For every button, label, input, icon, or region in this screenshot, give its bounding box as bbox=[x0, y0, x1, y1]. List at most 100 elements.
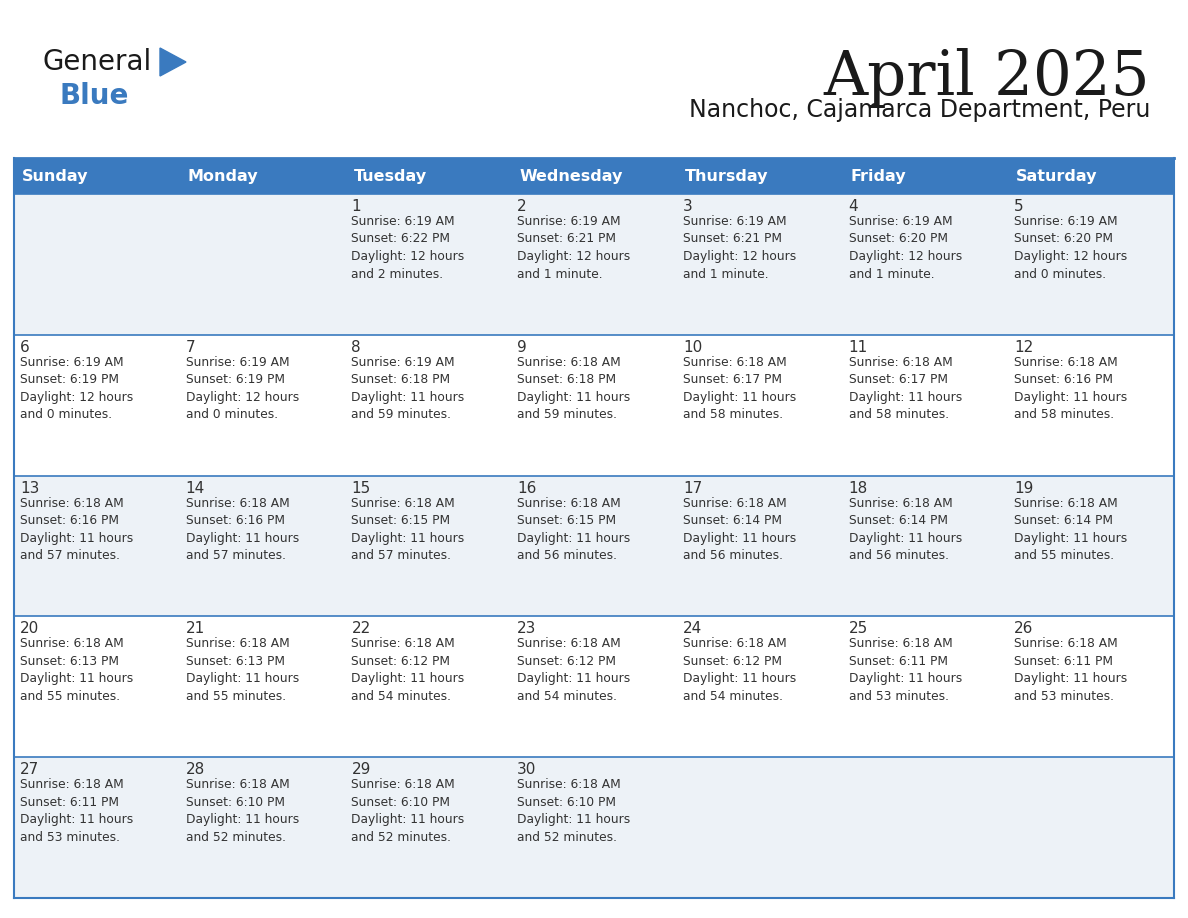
Text: Thursday: Thursday bbox=[684, 169, 769, 184]
Text: 13: 13 bbox=[20, 481, 39, 496]
Bar bbox=[1009, 616, 1174, 757]
Text: 10: 10 bbox=[683, 340, 702, 354]
Text: 17: 17 bbox=[683, 481, 702, 496]
Bar bbox=[511, 616, 677, 757]
Text: Sunrise: 6:18 AM
Sunset: 6:10 PM
Daylight: 11 hours
and 52 minutes.: Sunrise: 6:18 AM Sunset: 6:10 PM Dayligh… bbox=[517, 778, 631, 844]
Text: Sunrise: 6:18 AM
Sunset: 6:15 PM
Daylight: 11 hours
and 57 minutes.: Sunrise: 6:18 AM Sunset: 6:15 PM Dayligh… bbox=[352, 497, 465, 562]
Bar bbox=[14, 757, 179, 898]
Text: Sunrise: 6:18 AM
Sunset: 6:16 PM
Daylight: 11 hours
and 58 minutes.: Sunrise: 6:18 AM Sunset: 6:16 PM Dayligh… bbox=[1015, 356, 1127, 421]
Bar bbox=[677, 158, 842, 194]
Text: 24: 24 bbox=[683, 621, 702, 636]
Text: Sunrise: 6:18 AM
Sunset: 6:11 PM
Daylight: 11 hours
and 53 minutes.: Sunrise: 6:18 AM Sunset: 6:11 PM Dayligh… bbox=[1015, 637, 1127, 703]
Text: 25: 25 bbox=[848, 621, 867, 636]
Text: 1: 1 bbox=[352, 199, 361, 214]
Text: General: General bbox=[42, 48, 151, 76]
Bar bbox=[346, 194, 511, 335]
Text: Sunrise: 6:19 AM
Sunset: 6:21 PM
Daylight: 12 hours
and 1 minute.: Sunrise: 6:19 AM Sunset: 6:21 PM Dayligh… bbox=[683, 215, 796, 281]
Text: 26: 26 bbox=[1015, 621, 1034, 636]
Bar bbox=[14, 194, 179, 335]
Text: 4: 4 bbox=[848, 199, 858, 214]
Text: Sunrise: 6:18 AM
Sunset: 6:10 PM
Daylight: 11 hours
and 52 minutes.: Sunrise: 6:18 AM Sunset: 6:10 PM Dayligh… bbox=[352, 778, 465, 844]
Text: 3: 3 bbox=[683, 199, 693, 214]
Text: Sunrise: 6:18 AM
Sunset: 6:13 PM
Daylight: 11 hours
and 55 minutes.: Sunrise: 6:18 AM Sunset: 6:13 PM Dayligh… bbox=[185, 637, 299, 703]
Text: 23: 23 bbox=[517, 621, 537, 636]
Text: 12: 12 bbox=[1015, 340, 1034, 354]
Text: 22: 22 bbox=[352, 621, 371, 636]
Bar bbox=[14, 158, 179, 194]
Text: 27: 27 bbox=[20, 762, 39, 778]
Text: 7: 7 bbox=[185, 340, 195, 354]
Text: Sunrise: 6:18 AM
Sunset: 6:14 PM
Daylight: 11 hours
and 55 minutes.: Sunrise: 6:18 AM Sunset: 6:14 PM Dayligh… bbox=[1015, 497, 1127, 562]
Text: Sunrise: 6:19 AM
Sunset: 6:21 PM
Daylight: 12 hours
and 1 minute.: Sunrise: 6:19 AM Sunset: 6:21 PM Dayligh… bbox=[517, 215, 631, 281]
Text: 30: 30 bbox=[517, 762, 537, 778]
Text: Sunrise: 6:18 AM
Sunset: 6:13 PM
Daylight: 11 hours
and 55 minutes.: Sunrise: 6:18 AM Sunset: 6:13 PM Dayligh… bbox=[20, 637, 133, 703]
Bar bbox=[842, 335, 1009, 476]
Bar bbox=[179, 158, 346, 194]
Text: Sunrise: 6:19 AM
Sunset: 6:19 PM
Daylight: 12 hours
and 0 minutes.: Sunrise: 6:19 AM Sunset: 6:19 PM Dayligh… bbox=[185, 356, 299, 421]
Bar bbox=[346, 158, 511, 194]
Text: 14: 14 bbox=[185, 481, 206, 496]
Bar bbox=[677, 616, 842, 757]
Bar bbox=[842, 757, 1009, 898]
Text: 15: 15 bbox=[352, 481, 371, 496]
Text: 11: 11 bbox=[848, 340, 867, 354]
Bar bbox=[346, 476, 511, 616]
Bar bbox=[511, 158, 677, 194]
Text: Sunrise: 6:18 AM
Sunset: 6:17 PM
Daylight: 11 hours
and 58 minutes.: Sunrise: 6:18 AM Sunset: 6:17 PM Dayligh… bbox=[848, 356, 962, 421]
Text: Sunrise: 6:19 AM
Sunset: 6:22 PM
Daylight: 12 hours
and 2 minutes.: Sunrise: 6:19 AM Sunset: 6:22 PM Dayligh… bbox=[352, 215, 465, 281]
Bar bbox=[511, 194, 677, 335]
Text: 8: 8 bbox=[352, 340, 361, 354]
Text: 2: 2 bbox=[517, 199, 526, 214]
Text: Sunrise: 6:18 AM
Sunset: 6:14 PM
Daylight: 11 hours
and 56 minutes.: Sunrise: 6:18 AM Sunset: 6:14 PM Dayligh… bbox=[848, 497, 962, 562]
Bar bbox=[842, 476, 1009, 616]
Bar bbox=[511, 757, 677, 898]
Bar bbox=[179, 194, 346, 335]
Text: Sunday: Sunday bbox=[23, 169, 88, 184]
Bar bbox=[179, 757, 346, 898]
Text: Sunrise: 6:18 AM
Sunset: 6:12 PM
Daylight: 11 hours
and 54 minutes.: Sunrise: 6:18 AM Sunset: 6:12 PM Dayligh… bbox=[517, 637, 631, 703]
Bar bbox=[14, 476, 179, 616]
Text: Sunrise: 6:18 AM
Sunset: 6:16 PM
Daylight: 11 hours
and 57 minutes.: Sunrise: 6:18 AM Sunset: 6:16 PM Dayligh… bbox=[185, 497, 299, 562]
Text: 6: 6 bbox=[20, 340, 30, 354]
Bar bbox=[346, 616, 511, 757]
Text: Sunrise: 6:18 AM
Sunset: 6:12 PM
Daylight: 11 hours
and 54 minutes.: Sunrise: 6:18 AM Sunset: 6:12 PM Dayligh… bbox=[352, 637, 465, 703]
Bar bbox=[677, 757, 842, 898]
Text: Blue: Blue bbox=[61, 82, 129, 110]
Text: Sunrise: 6:18 AM
Sunset: 6:11 PM
Daylight: 11 hours
and 53 minutes.: Sunrise: 6:18 AM Sunset: 6:11 PM Dayligh… bbox=[20, 778, 133, 844]
Text: Sunrise: 6:19 AM
Sunset: 6:19 PM
Daylight: 12 hours
and 0 minutes.: Sunrise: 6:19 AM Sunset: 6:19 PM Dayligh… bbox=[20, 356, 133, 421]
Bar bbox=[1009, 476, 1174, 616]
Text: 29: 29 bbox=[352, 762, 371, 778]
Bar bbox=[677, 194, 842, 335]
Text: Sunrise: 6:18 AM
Sunset: 6:17 PM
Daylight: 11 hours
and 58 minutes.: Sunrise: 6:18 AM Sunset: 6:17 PM Dayligh… bbox=[683, 356, 796, 421]
Text: Saturday: Saturday bbox=[1016, 169, 1098, 184]
Text: 16: 16 bbox=[517, 481, 537, 496]
Bar bbox=[842, 616, 1009, 757]
Text: Sunrise: 6:18 AM
Sunset: 6:16 PM
Daylight: 11 hours
and 57 minutes.: Sunrise: 6:18 AM Sunset: 6:16 PM Dayligh… bbox=[20, 497, 133, 562]
Bar bbox=[1009, 757, 1174, 898]
Bar bbox=[346, 335, 511, 476]
Text: 19: 19 bbox=[1015, 481, 1034, 496]
Text: Monday: Monday bbox=[188, 169, 258, 184]
Bar bbox=[511, 335, 677, 476]
Bar bbox=[511, 476, 677, 616]
Text: April 2025: April 2025 bbox=[823, 48, 1150, 108]
Bar bbox=[179, 476, 346, 616]
Text: Sunrise: 6:19 AM
Sunset: 6:20 PM
Daylight: 12 hours
and 0 minutes.: Sunrise: 6:19 AM Sunset: 6:20 PM Dayligh… bbox=[1015, 215, 1127, 281]
Text: Sunrise: 6:18 AM
Sunset: 6:15 PM
Daylight: 11 hours
and 56 minutes.: Sunrise: 6:18 AM Sunset: 6:15 PM Dayligh… bbox=[517, 497, 631, 562]
Bar bbox=[677, 335, 842, 476]
Text: Friday: Friday bbox=[851, 169, 906, 184]
Polygon shape bbox=[160, 48, 187, 76]
Bar bbox=[14, 335, 179, 476]
Bar bbox=[1009, 158, 1174, 194]
Text: Wednesday: Wednesday bbox=[519, 169, 623, 184]
Bar bbox=[179, 616, 346, 757]
Text: Sunrise: 6:18 AM
Sunset: 6:11 PM
Daylight: 11 hours
and 53 minutes.: Sunrise: 6:18 AM Sunset: 6:11 PM Dayligh… bbox=[848, 637, 962, 703]
Text: Sunrise: 6:18 AM
Sunset: 6:12 PM
Daylight: 11 hours
and 54 minutes.: Sunrise: 6:18 AM Sunset: 6:12 PM Dayligh… bbox=[683, 637, 796, 703]
Text: Tuesday: Tuesday bbox=[353, 169, 426, 184]
Text: 28: 28 bbox=[185, 762, 206, 778]
Text: 18: 18 bbox=[848, 481, 867, 496]
Text: Sunrise: 6:19 AM
Sunset: 6:20 PM
Daylight: 12 hours
and 1 minute.: Sunrise: 6:19 AM Sunset: 6:20 PM Dayligh… bbox=[848, 215, 962, 281]
Text: Nanchoc, Cajamarca Department, Peru: Nanchoc, Cajamarca Department, Peru bbox=[689, 98, 1150, 122]
Bar bbox=[842, 158, 1009, 194]
Bar bbox=[1009, 335, 1174, 476]
